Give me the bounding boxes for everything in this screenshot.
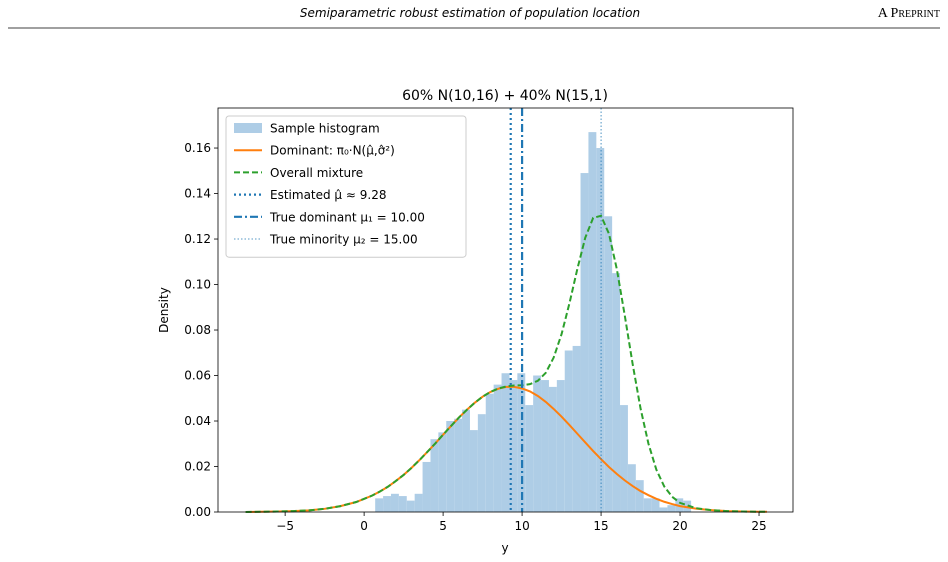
hist-bar (541, 380, 549, 512)
hist-bar (414, 493, 423, 512)
hist-bar (667, 505, 676, 512)
chart-title: 60% N(10,16) + 40% N(15,1) (402, 88, 608, 104)
x-tick-label: 15 (593, 519, 608, 533)
x-tick-label: −5 (276, 519, 294, 533)
hist-bar (517, 373, 526, 512)
hist-bar (572, 345, 581, 512)
plot-frame (217, 107, 794, 513)
hist-bar (604, 216, 613, 512)
hist-bar (383, 496, 391, 512)
hist-bar (548, 386, 557, 512)
hist-bar (454, 418, 463, 512)
legend-label: Estimated μ̂ ≈ 9.28 (270, 188, 386, 202)
hist-bar (469, 430, 478, 512)
legend-label: Sample histogram (270, 122, 380, 136)
x-tick-label: 20 (672, 519, 687, 533)
density-curve (245, 214, 767, 513)
hist-bar (580, 173, 589, 512)
running-title: Semiparametric robust estimation of popu… (300, 6, 640, 20)
hist-bar (556, 380, 565, 512)
hist-bar (643, 498, 652, 512)
y-tick-label: 0.14 (184, 187, 211, 201)
hist-bar (525, 405, 534, 512)
hist-bar (620, 405, 628, 512)
hist-bar (596, 148, 605, 512)
x-axis-label: y (501, 541, 508, 555)
hist-bar (651, 498, 660, 512)
hist-bar (588, 132, 597, 512)
x-tick-label: 10 (514, 519, 529, 533)
hist-bar (446, 421, 455, 512)
hist-bar (375, 498, 384, 512)
y-tick-label: 0.12 (184, 232, 211, 246)
hist-bar (612, 273, 621, 512)
legend-swatch (234, 123, 262, 133)
y-tick-label: 0.02 (184, 460, 211, 474)
y-tick-label: 0.10 (184, 278, 211, 292)
hist-bar (533, 375, 542, 512)
hist-bar (659, 507, 668, 512)
hist-bar (477, 414, 486, 512)
hist-bar (493, 384, 502, 512)
legend-label: Overall mixture (270, 166, 363, 180)
y-tick-label: 0.00 (184, 505, 211, 519)
hist-bar (438, 432, 447, 512)
y-axis-label: Density (157, 287, 171, 333)
x-tick-label: 0 (360, 519, 368, 533)
y-tick-label: 0.16 (184, 141, 211, 155)
running-right: A Preprint (878, 6, 940, 21)
legend-label: Dominant: π₀·N(μ̂,σ̂²) (270, 144, 395, 158)
hist-bar (635, 480, 644, 512)
legend-label: True minority μ₂ = 15.00 (269, 233, 418, 247)
hist-bar (430, 439, 439, 512)
y-tick-label: 0.04 (184, 414, 211, 428)
x-tick-label: 25 (751, 519, 766, 533)
hist-bar (398, 496, 407, 512)
hist-bar (462, 409, 470, 512)
hist-bar (406, 500, 415, 512)
y-tick-label: 0.08 (184, 323, 211, 337)
hist-bar (564, 350, 573, 512)
hist-bar (422, 461, 431, 512)
y-tick-label: 0.06 (184, 369, 211, 383)
hist-bar (501, 373, 510, 512)
hist-bar (485, 393, 494, 512)
x-tick-label: 5 (439, 519, 447, 533)
hist-bar (509, 380, 518, 512)
hist-bar (390, 493, 399, 512)
hist-bar (627, 464, 636, 512)
legend-label: True dominant μ₁ = 10.00 (269, 210, 425, 224)
legend-box (225, 115, 467, 258)
